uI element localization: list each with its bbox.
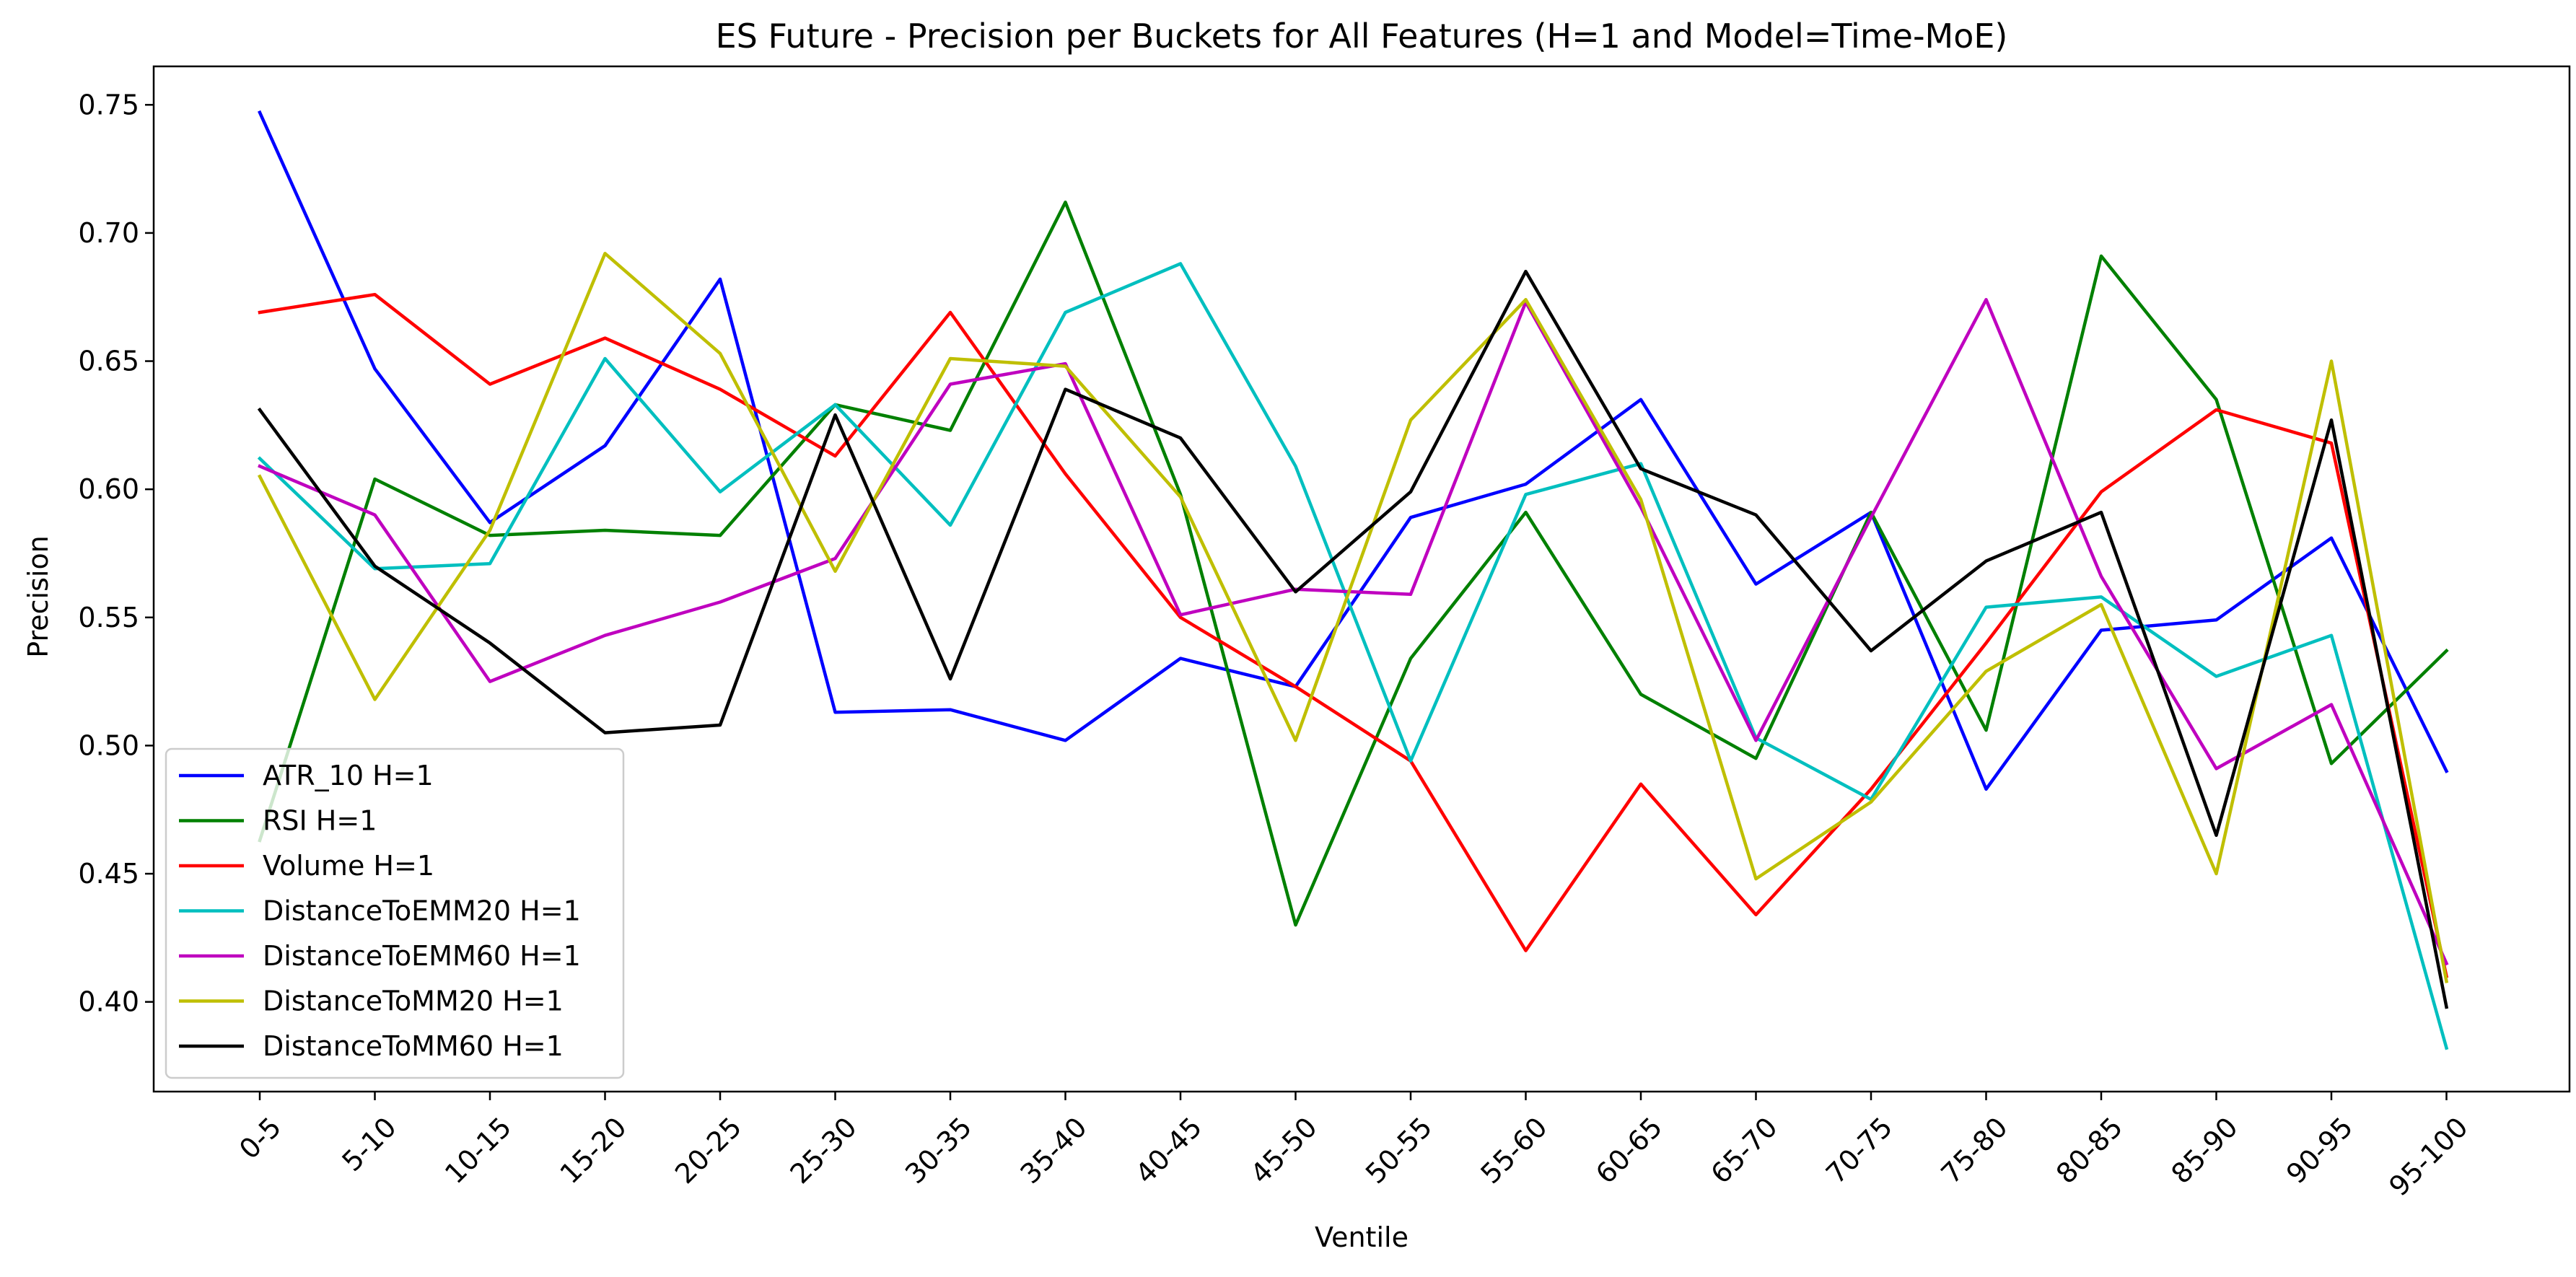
legend-label-0: ATR_10 H=1 — [263, 760, 434, 791]
x-axis-label: Ventile — [1315, 1221, 1409, 1253]
series-line-1 — [258, 201, 2449, 927]
y-tick-label: 0.40 — [78, 986, 139, 1018]
legend-label-3: DistanceToEMM20 H=1 — [263, 895, 581, 927]
y-tick-label: 0.55 — [78, 602, 139, 633]
series-line-6 — [257, 269, 2449, 1009]
legend-box — [165, 747, 625, 1079]
series-lines — [257, 110, 2449, 1050]
legend-label-4: DistanceToEMM60 H=1 — [263, 940, 581, 972]
series-line-0 — [258, 110, 2449, 791]
y-tick-label: 0.65 — [78, 346, 139, 377]
series-line-4 — [258, 298, 2449, 966]
series-line-3 — [257, 262, 2449, 1050]
series-line-2 — [258, 292, 2449, 978]
legend-label-5: DistanceToMM20 H=1 — [263, 986, 564, 1017]
legend-label-1: RSI H=1 — [263, 805, 377, 837]
y-axis-ticks: 0.40 0.45 0.50 0.55 0.60 0.65 0.70 0.75 — [78, 89, 154, 1018]
y-tick-label: 0.75 — [78, 89, 139, 120]
plot-frame — [152, 65, 2571, 1093]
series-line-5 — [257, 252, 2449, 983]
legend: ATR_10 H=1 RSI H=1 Volume H=1 DistanceToEMM… — [165, 747, 625, 1079]
legend-label-6: DistanceToMM60 H=1 — [263, 1030, 564, 1062]
y-tick-label: 0.70 — [78, 217, 139, 249]
y-tick-label: 0.50 — [78, 729, 139, 761]
legend-label-2: Volume H=1 — [263, 850, 434, 882]
y-axis-label: Precision — [22, 535, 54, 658]
y-tick-label: 0.45 — [78, 858, 139, 890]
chart-title: ES Future - Precision per Buckets for Al… — [716, 17, 2008, 56]
y-tick-label: 0.60 — [78, 473, 139, 505]
